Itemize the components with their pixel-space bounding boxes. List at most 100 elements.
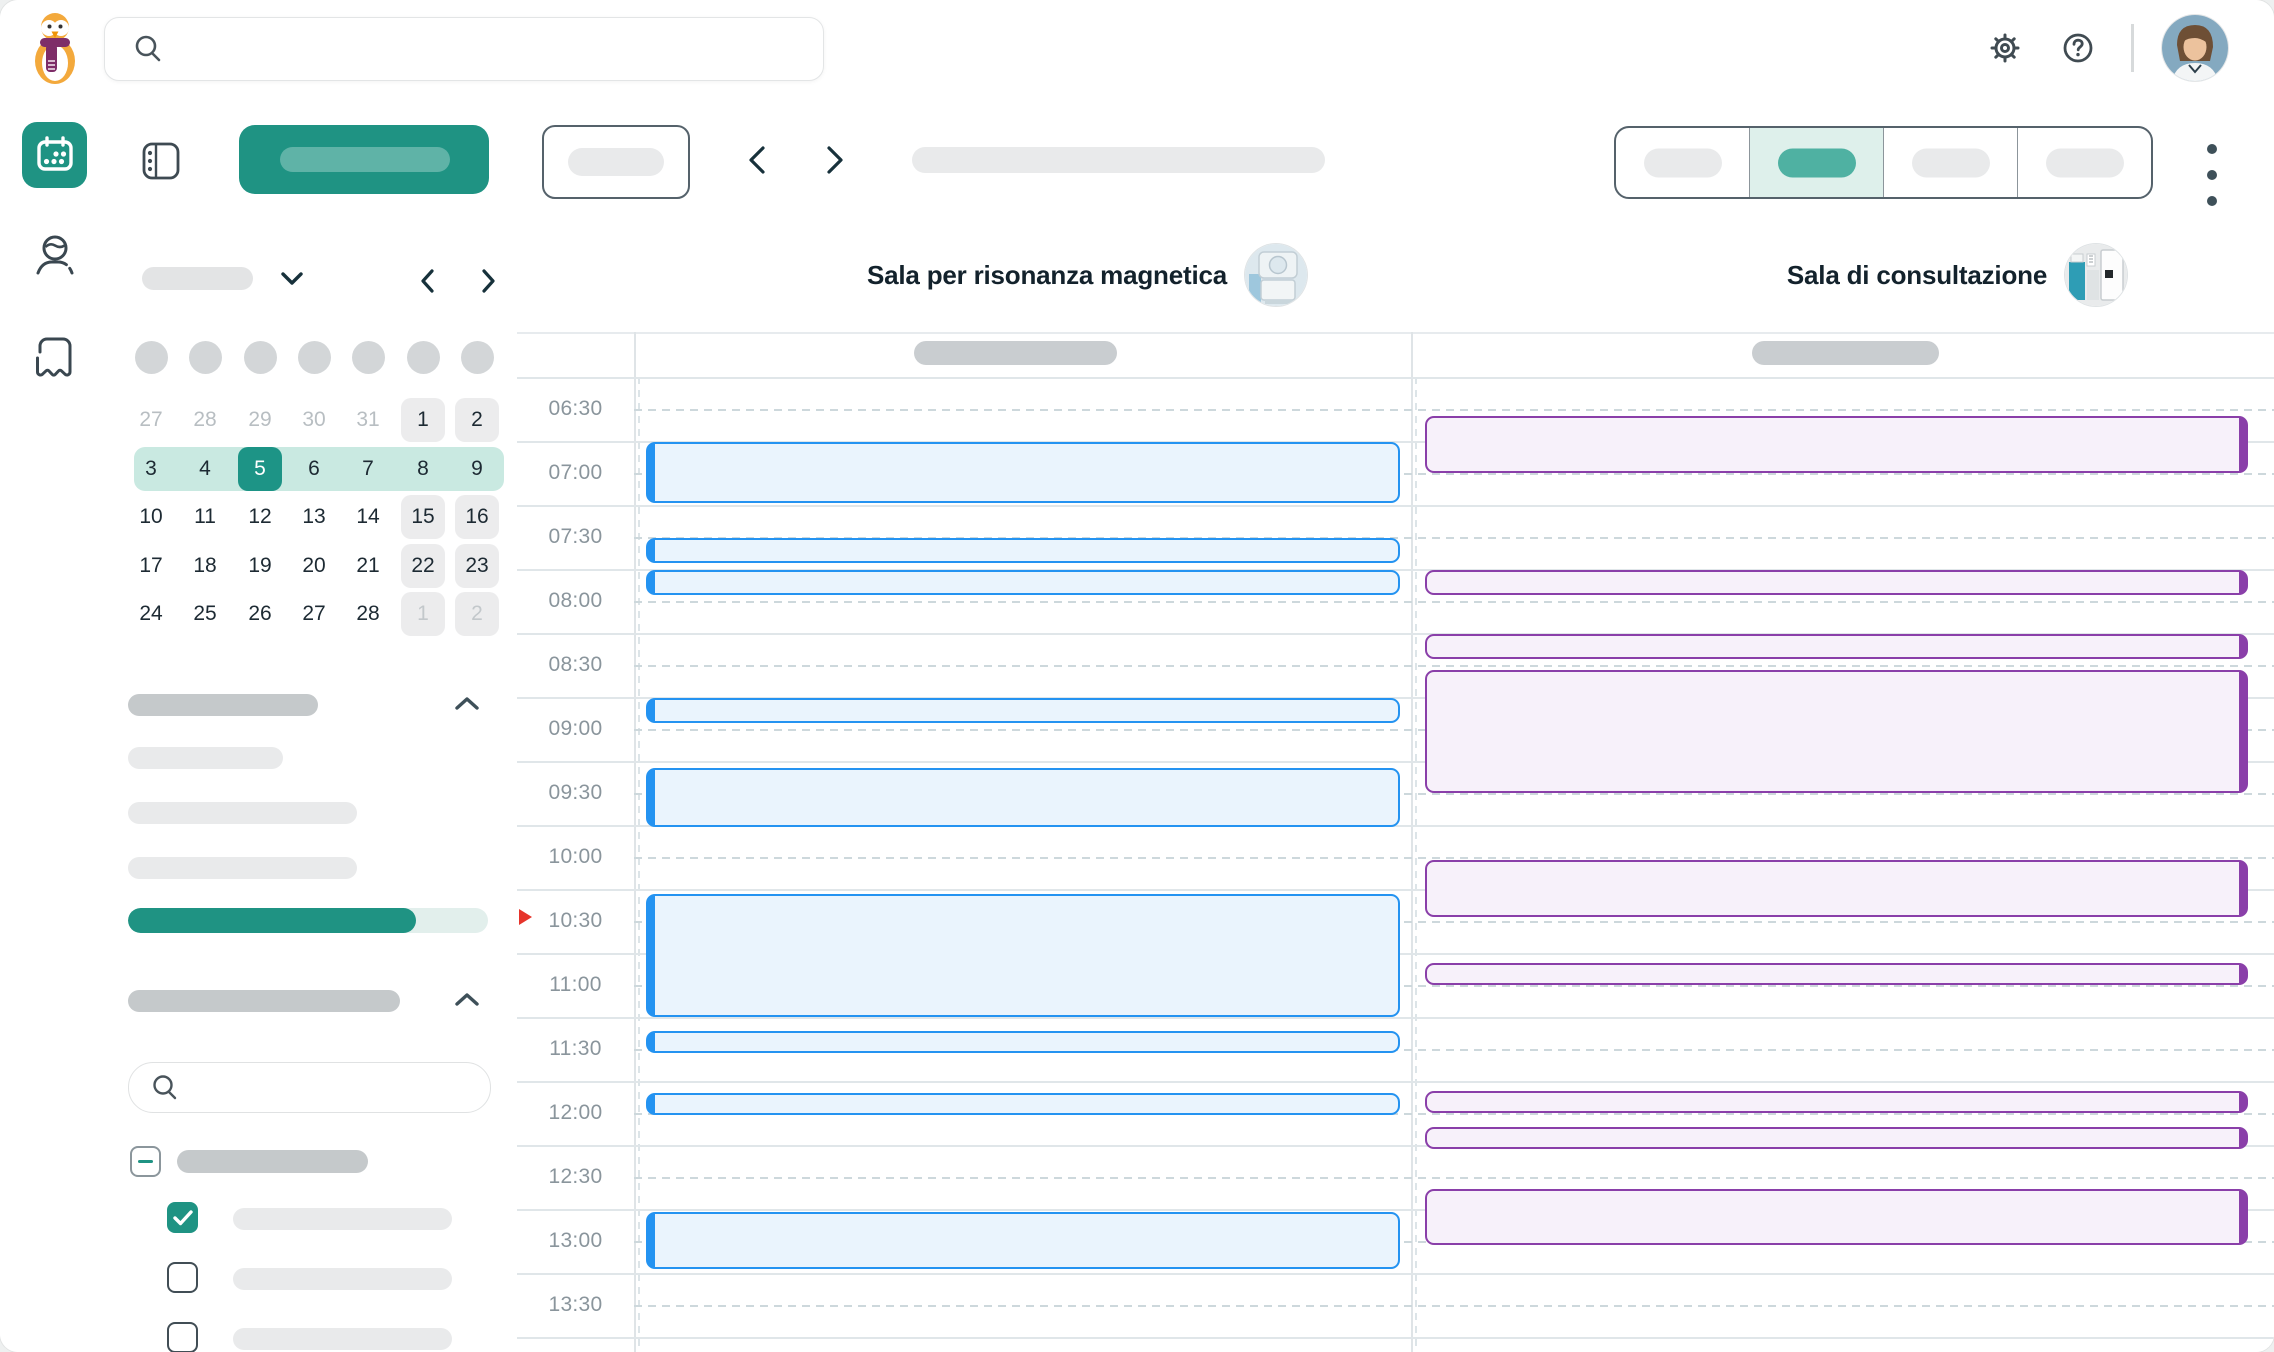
mini-calendar-day[interactable]: 17 bbox=[139, 553, 163, 577]
mini-calendar-day[interactable]: 3 bbox=[145, 456, 157, 480]
time-label: 11:30 bbox=[549, 1037, 602, 1060]
nav-labels-button[interactable] bbox=[22, 324, 87, 390]
month-dropdown-icon[interactable] bbox=[281, 272, 303, 286]
appointment-block[interactable] bbox=[646, 442, 1400, 503]
grid-line bbox=[517, 1145, 2274, 1147]
mini-calendar-day[interactable]: 16 bbox=[455, 495, 499, 539]
filter-child-checkbox[interactable] bbox=[167, 1322, 198, 1352]
view-segment-1[interactable] bbox=[1749, 128, 1883, 197]
appointment-block[interactable] bbox=[1425, 860, 2248, 917]
quarter-hour-line bbox=[634, 1177, 2274, 1179]
mini-calendar-day[interactable]: 15 bbox=[401, 495, 445, 539]
grid-line bbox=[517, 441, 2274, 443]
mini-calendar-day[interactable]: 6 bbox=[308, 456, 320, 480]
mini-calendar-day[interactable]: 29 bbox=[248, 408, 272, 431]
appointment-block[interactable] bbox=[646, 698, 1400, 723]
resource-name: Sala per risonanza magnetica bbox=[867, 259, 1227, 290]
resource-header-row: Sala per risonanza magnetica Sala di con… bbox=[517, 218, 2274, 332]
appointment-block[interactable] bbox=[646, 570, 1400, 595]
appointment-block[interactable] bbox=[646, 768, 1400, 828]
mini-calendar-day[interactable]: 4 bbox=[199, 456, 211, 480]
mini-calendar-day[interactable]: 22 bbox=[401, 543, 445, 588]
filter-child-checkbox[interactable] bbox=[167, 1202, 198, 1233]
appointment-block[interactable] bbox=[1425, 670, 2248, 794]
appointment-block[interactable] bbox=[1425, 416, 2248, 474]
view-segment-2[interactable] bbox=[1883, 128, 2017, 197]
settings-gear-icon[interactable] bbox=[1985, 28, 2025, 68]
weekday-placeholder-row bbox=[110, 341, 517, 375]
mini-calendar-day[interactable]: 12 bbox=[248, 505, 272, 528]
appointment-block[interactable] bbox=[1425, 634, 2248, 659]
nav-calendar-button[interactable] bbox=[22, 122, 87, 188]
appointment-block[interactable] bbox=[1425, 1126, 2248, 1150]
penguin-logo[interactable] bbox=[29, 11, 81, 85]
time-label: 07:00 bbox=[548, 461, 603, 484]
mini-calendar-day[interactable]: 28 bbox=[193, 408, 217, 431]
mini-calendar-day[interactable]: 21 bbox=[356, 553, 380, 577]
mini-calendar-day[interactable]: 20 bbox=[302, 553, 326, 577]
capacity-progress-bar bbox=[128, 908, 488, 933]
mini-calendar-day[interactable]: 31 bbox=[356, 408, 380, 431]
appointment-block[interactable] bbox=[646, 1092, 1400, 1116]
mini-calendar-day[interactable]: 11 bbox=[194, 505, 216, 528]
nav-patients-button[interactable] bbox=[22, 224, 87, 290]
appointment-block[interactable] bbox=[646, 894, 1400, 1018]
collapse-section-icon[interactable] bbox=[455, 696, 479, 710]
appointment-block[interactable] bbox=[646, 538, 1400, 563]
appointment-block[interactable] bbox=[646, 1212, 1400, 1269]
mini-calendar-day[interactable]: 28 bbox=[356, 602, 380, 625]
grid-line bbox=[517, 697, 2274, 699]
help-icon[interactable] bbox=[2058, 28, 2098, 68]
more-options-icon[interactable] bbox=[2193, 136, 2227, 206]
new-appointment-button[interactable] bbox=[239, 125, 489, 194]
view-segment-0[interactable] bbox=[1616, 128, 1749, 197]
mini-calendar-day[interactable]: 10 bbox=[139, 505, 163, 528]
mini-calendar-day[interactable]: 9 bbox=[471, 456, 483, 480]
mini-calendar-day[interactable]: 2 bbox=[455, 398, 499, 442]
today-label-skeleton bbox=[568, 148, 664, 176]
mini-calendar-day[interactable]: 5 bbox=[238, 446, 282, 491]
mini-calendar-day[interactable]: 27 bbox=[302, 602, 326, 625]
resource-header[interactable]: Sala per risonanza magnetica bbox=[737, 218, 1437, 332]
collapse-panel-icon[interactable] bbox=[141, 141, 181, 181]
appointment-block[interactable] bbox=[1425, 1090, 2248, 1114]
quarter-hour-line bbox=[634, 601, 2274, 603]
appointment-block[interactable] bbox=[1425, 962, 2248, 986]
mini-calendar-day[interactable]: 27 bbox=[139, 408, 163, 431]
mini-calendar-day[interactable]: 19 bbox=[248, 553, 272, 577]
resource-header[interactable]: Sala di consultazione bbox=[1607, 218, 2274, 332]
mini-calendar-day[interactable]: 2 bbox=[455, 592, 499, 636]
filter-child-checkbox[interactable] bbox=[167, 1262, 198, 1293]
mini-calendar-day[interactable]: 26 bbox=[248, 602, 272, 625]
today-button[interactable] bbox=[542, 125, 690, 199]
prev-day-button[interactable] bbox=[745, 144, 773, 176]
resource-name: Sala di consultazione bbox=[1786, 259, 2048, 290]
appointment-block[interactable] bbox=[1425, 1188, 2248, 1246]
user-avatar[interactable] bbox=[2162, 15, 2228, 81]
view-segment-3[interactable] bbox=[2017, 128, 2151, 197]
mini-calendar-day[interactable]: 30 bbox=[302, 408, 326, 431]
next-day-button[interactable] bbox=[823, 144, 851, 176]
mini-calendar-day[interactable]: 25 bbox=[193, 602, 217, 625]
list-item-skeleton bbox=[128, 747, 283, 769]
list-item-skeleton bbox=[128, 857, 357, 879]
mini-calendar-day[interactable]: 8 bbox=[417, 456, 429, 480]
collapse-section-icon[interactable] bbox=[455, 992, 479, 1006]
mini-calendar-day[interactable]: 7 bbox=[362, 456, 374, 480]
mini-calendar-day[interactable]: 18 bbox=[193, 553, 217, 577]
appointment-block[interactable] bbox=[646, 1030, 1400, 1054]
mini-calendar-day[interactable]: 24 bbox=[139, 602, 163, 625]
next-month-button[interactable] bbox=[474, 268, 500, 294]
weekday-placeholder bbox=[297, 341, 331, 374]
mini-calendar-day[interactable]: 14 bbox=[356, 505, 380, 528]
filter-search-field[interactable] bbox=[128, 1062, 491, 1113]
mini-calendar-day[interactable]: 13 bbox=[302, 505, 326, 528]
mini-calendar-day[interactable]: 23 bbox=[455, 543, 499, 588]
search-input[interactable] bbox=[179, 35, 823, 63]
appointment-block[interactable] bbox=[1425, 570, 2248, 595]
mini-calendar-day[interactable]: 1 bbox=[401, 592, 445, 636]
global-search[interactable] bbox=[104, 17, 824, 81]
prev-month-button[interactable] bbox=[416, 268, 442, 294]
filter-parent-checkbox[interactable] bbox=[130, 1146, 161, 1177]
mini-calendar-day[interactable]: 1 bbox=[401, 398, 445, 442]
